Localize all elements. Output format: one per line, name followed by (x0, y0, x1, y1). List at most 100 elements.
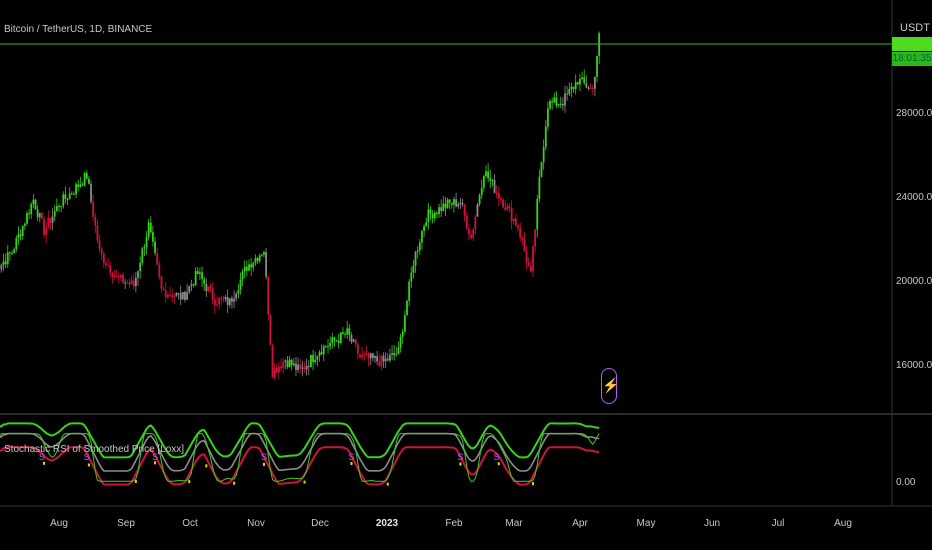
candle-body (540, 162, 543, 177)
candle-body (60, 206, 63, 208)
candle-body (245, 266, 248, 271)
candle-body (418, 242, 421, 251)
candle-body (147, 222, 150, 238)
candle-body (201, 272, 203, 280)
sell-signal-label: S (84, 452, 90, 462)
sell-signal-label: S (457, 452, 463, 462)
candle-body (43, 218, 45, 236)
candle-body (120, 274, 122, 278)
candle-body (527, 262, 530, 267)
candle-body (412, 265, 415, 273)
candle-body (58, 205, 60, 207)
candle-body (169, 294, 171, 296)
candle-body (363, 354, 366, 356)
currency-label[interactable]: USDT (900, 22, 930, 34)
candle-body (508, 205, 511, 208)
sell-signal-label: S (494, 452, 500, 462)
candle-body (102, 253, 105, 263)
indicator-title[interactable]: Stochastic RSI of Smoothed Price [Loxx] (4, 444, 185, 455)
candle-body (32, 199, 35, 205)
candle-body (237, 289, 240, 294)
candle-body (568, 88, 571, 95)
time-tick: Mar (505, 518, 523, 529)
candle-body (64, 194, 67, 199)
candle-body (514, 218, 517, 226)
candle-body (280, 366, 282, 369)
candle-body (175, 293, 178, 296)
candle-body (188, 286, 191, 293)
candle-body (512, 218, 515, 222)
candle-body (534, 229, 537, 247)
candle-body (495, 192, 498, 194)
signal-marker (459, 462, 462, 466)
candle-body (589, 87, 592, 89)
lightning-bolt-icon[interactable]: ⚡ (601, 368, 619, 404)
candle-body (297, 364, 300, 370)
candle-body (228, 298, 231, 306)
candle-body (551, 100, 554, 103)
candle-body (598, 33, 601, 56)
candle-body (433, 212, 436, 219)
candle-body (305, 365, 308, 370)
candle-body (55, 205, 58, 212)
candle-body (502, 199, 504, 208)
candle-body (248, 264, 250, 271)
time-tick: Feb (445, 518, 463, 529)
candle-body (282, 361, 285, 369)
indicator-signal-line (0, 433, 600, 482)
candle-body (207, 286, 210, 292)
candle-body (288, 359, 291, 368)
candle-body (382, 355, 385, 362)
time-tick: Dec (311, 518, 329, 529)
candle-body (205, 283, 208, 292)
candle-body (335, 340, 338, 342)
candle-body (478, 195, 481, 205)
candle-body (416, 250, 419, 252)
price-tick: 20000.00 (896, 276, 932, 287)
candle-body (284, 360, 287, 362)
candle-body (53, 211, 56, 217)
candle-body (160, 276, 163, 289)
time-tick: Oct (182, 518, 198, 529)
candle-body (472, 229, 475, 238)
candle-body (401, 331, 404, 337)
signal-marker (531, 482, 534, 486)
candle-body (96, 225, 99, 241)
candle-body (15, 238, 18, 250)
candle-body (446, 199, 449, 208)
signal-marker (87, 463, 90, 467)
candle-body (115, 276, 118, 278)
candle-body (482, 176, 485, 188)
candle-body (491, 179, 494, 181)
time-tick-year: 2023 (375, 518, 399, 529)
candle-body (361, 355, 364, 358)
signal-marker (497, 462, 500, 466)
candle-body (536, 198, 539, 230)
candle-body (265, 252, 267, 277)
candle-body (506, 205, 509, 210)
candle-body (579, 79, 581, 85)
candle-body (94, 216, 97, 226)
price-tick: 24000.00 (896, 192, 932, 203)
candle-body (126, 282, 129, 284)
countdown-tag: 18:01:35 (892, 52, 932, 66)
candle-body (559, 104, 562, 106)
candle-body (186, 292, 188, 300)
candle-body (574, 82, 577, 89)
candle-body (307, 365, 310, 367)
candle-body (290, 359, 293, 366)
candle-body (83, 172, 86, 186)
candle-body (6, 252, 9, 265)
candle-body (49, 217, 52, 224)
candle-body (493, 179, 496, 193)
signal-marker (303, 480, 306, 484)
candle-body (226, 297, 229, 306)
candle-body (523, 239, 526, 251)
candle-body (190, 284, 193, 287)
candle-body (448, 199, 451, 203)
symbol-title[interactable]: Bitcoin / TetherUS, 1D, BINANCE (4, 24, 153, 35)
candle-body (547, 108, 549, 127)
candle-body (13, 249, 16, 254)
